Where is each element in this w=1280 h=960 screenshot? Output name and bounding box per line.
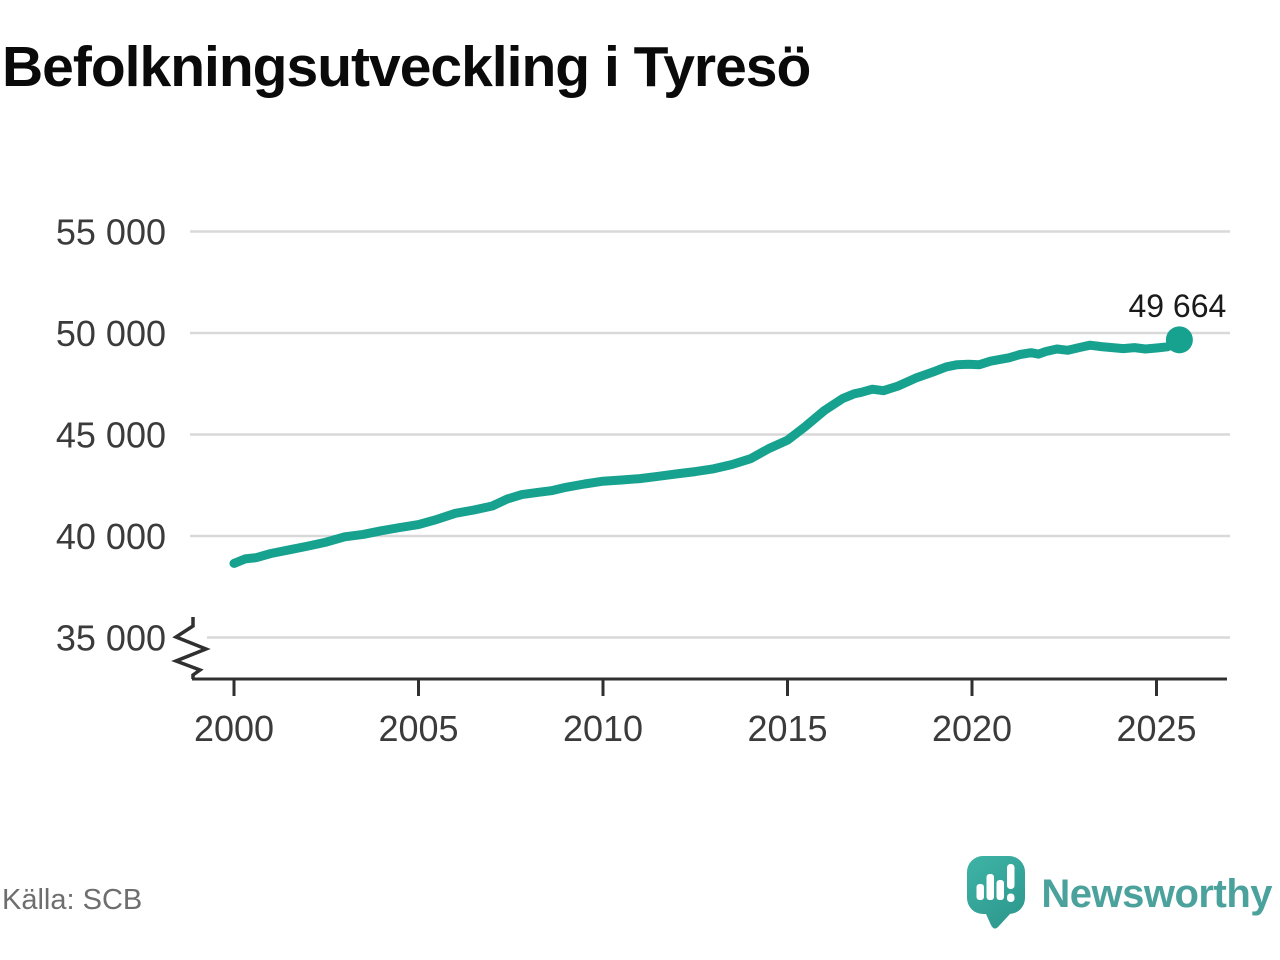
x-tick-label: 2005 <box>378 708 458 749</box>
newsworthy-speech-bubble-bar-chart-icon <box>967 856 1026 929</box>
x-tick-label: 2015 <box>747 708 827 749</box>
latest-value-label: 49 664 <box>1128 288 1226 324</box>
newsworthy-wordmark: Newsworthy <box>1041 871 1272 916</box>
source-attribution: Källa: SCB <box>2 884 143 916</box>
y-tick-label: 55 000 <box>56 212 166 253</box>
x-tick-label: 2010 <box>563 708 643 749</box>
y-tick-label: 45 000 <box>56 415 166 456</box>
y-tick-label: 50 000 <box>56 313 166 354</box>
x-tick-label: 2020 <box>932 708 1012 749</box>
page-title: Befolkningsutveckling i Tyresö <box>2 35 811 99</box>
latest-point-marker <box>1165 326 1193 354</box>
y-tick-label: 35 000 <box>56 618 166 659</box>
axis-break-icon <box>171 617 211 679</box>
y-tick-label: 40 000 <box>56 516 166 557</box>
newsworthy-logo: Newsworthy <box>967 856 1272 932</box>
x-tick-label: 2025 <box>1116 708 1196 749</box>
population-line <box>229 335 1184 568</box>
x-tick-label: 2000 <box>194 708 274 749</box>
